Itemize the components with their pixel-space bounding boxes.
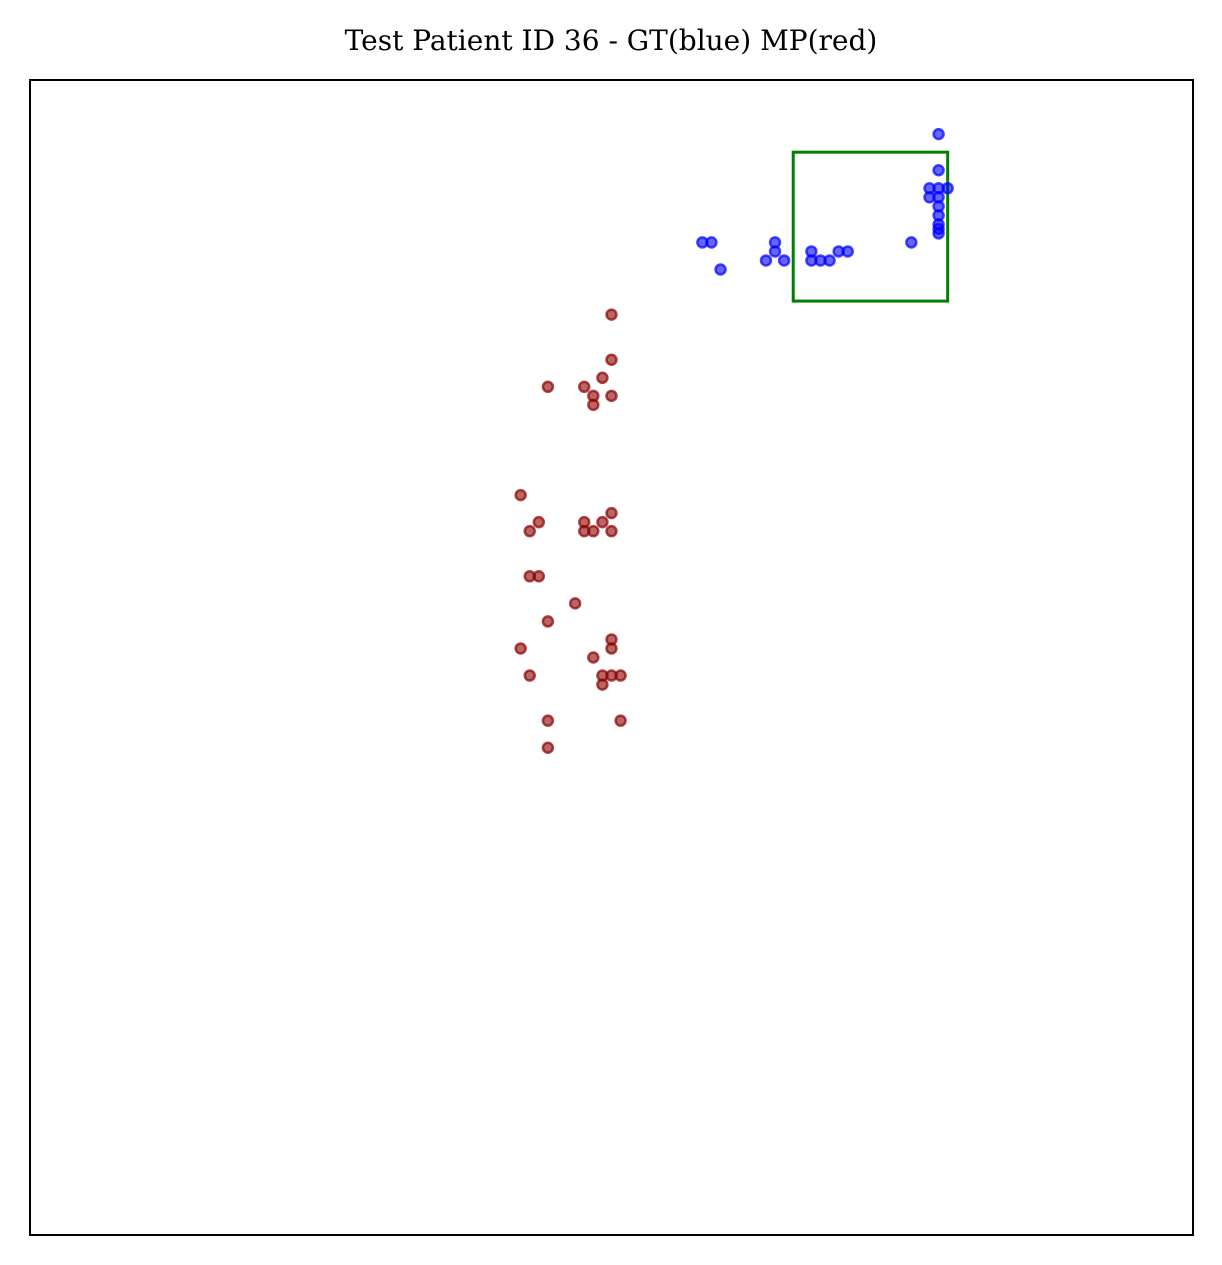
data-point-s0-16: [905, 236, 918, 249]
data-point-s0-22: [823, 254, 836, 267]
data-point-s1-7: [587, 398, 600, 412]
data-point-s0-23: [759, 254, 773, 267]
data-point-s1-4: [577, 380, 591, 394]
data-point-s1-22: [514, 642, 527, 655]
points-layer: [514, 127, 954, 754]
data-point-s0-24: [777, 254, 791, 267]
data-point-s1-29: [596, 678, 609, 691]
data-point-s1-2: [596, 371, 609, 385]
data-point-s1-30: [541, 714, 555, 727]
data-point-s0-1: [932, 163, 945, 177]
data-point-s0-0: [932, 127, 945, 141]
data-point-s1-3: [541, 380, 555, 394]
data-point-s1-16: [605, 524, 618, 538]
data-point-s1-23: [605, 642, 618, 655]
data-point-s1-19: [568, 597, 582, 610]
data-point-s1-8: [514, 488, 527, 502]
data-point-s1-24: [587, 651, 600, 664]
data-point-s1-32: [541, 741, 555, 754]
data-point-s1-9: [605, 506, 618, 520]
data-point-s1-25: [523, 669, 536, 682]
data-point-s1-13: [523, 524, 536, 538]
data-point-s1-10: [532, 515, 546, 529]
data-point-s1-18: [532, 570, 546, 583]
data-point-s1-6: [605, 389, 618, 403]
data-point-s0-11: [932, 227, 945, 240]
data-point-s1-1: [605, 353, 618, 366]
data-point-s0-18: [841, 245, 854, 258]
data-point-s1-15: [587, 524, 600, 538]
data-point-s1-0: [605, 308, 618, 321]
data-point-s0-25: [714, 263, 727, 276]
chart-title: Test Patient ID 36 - GT(blue) MP(red): [344, 24, 878, 57]
data-point-s1-12: [596, 515, 609, 529]
data-point-s0-15: [768, 245, 782, 258]
data-point-s1-28: [614, 669, 627, 682]
data-point-s1-20: [541, 615, 555, 628]
bounding-box-layer: [791, 150, 950, 303]
bounding-box: [791, 150, 950, 303]
data-point-s0-13: [705, 236, 718, 249]
data-point-s1-31: [614, 714, 627, 727]
plot-frame: [29, 79, 1194, 1236]
